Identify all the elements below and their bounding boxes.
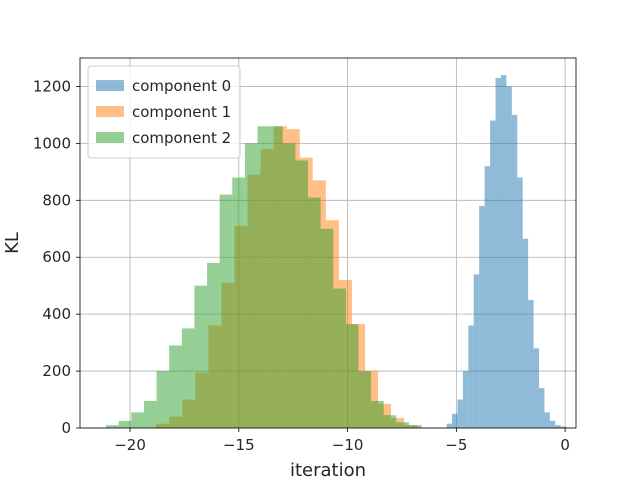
- histogram-bar: [295, 160, 308, 428]
- y-axis-label: KL: [2, 232, 23, 254]
- histogram-bar: [320, 228, 334, 428]
- histogram-bar: [539, 388, 545, 428]
- y-tick-label: 400: [42, 305, 71, 323]
- legend-swatch: [96, 132, 124, 143]
- y-tick-label: 1200: [33, 77, 71, 95]
- histogram-bar: [549, 420, 556, 428]
- y-tick-label: 200: [42, 362, 71, 380]
- x-tick-label: −5: [445, 436, 467, 454]
- histogram-bar: [446, 423, 452, 428]
- histogram-bar: [511, 114, 518, 428]
- legend-box: [87, 65, 241, 159]
- histogram-bar: [490, 120, 496, 428]
- legend: component 0 component 1 component 2: [87, 65, 241, 159]
- histogram-bar: [533, 348, 540, 428]
- x-tick-label: 0: [560, 436, 570, 454]
- histogram-bar: [156, 371, 170, 428]
- histogram-bar: [219, 194, 233, 428]
- histogram-bar: [307, 197, 321, 428]
- legend-swatch: [96, 106, 124, 117]
- y-tick-label: 0: [61, 419, 71, 437]
- histogram-bar: [396, 422, 409, 428]
- x-tick-label: −10: [332, 436, 364, 454]
- histogram-bar: [528, 299, 534, 428]
- histogram-bar: [457, 399, 463, 428]
- histogram-bar: [345, 324, 359, 428]
- y-tick-label: 800: [42, 191, 71, 209]
- histogram-bar: [479, 206, 485, 428]
- histogram-bar: [544, 412, 550, 428]
- x-tick-label: −15: [223, 436, 255, 454]
- histogram-bar: [181, 328, 195, 428]
- legend-swatch: [96, 80, 124, 91]
- x-axis-ticks: −20 −15 −10 −5 0: [114, 428, 570, 454]
- histogram-bar: [383, 415, 397, 428]
- series-2-bars: [106, 126, 422, 429]
- histogram-bar: [270, 126, 283, 429]
- legend-label: component 0: [132, 77, 231, 95]
- histogram-bar: [495, 77, 501, 428]
- histogram-bar: [118, 420, 132, 428]
- y-tick-label: 600: [42, 248, 71, 266]
- legend-label: component 1: [132, 103, 231, 121]
- histogram-bar: [244, 143, 258, 428]
- histogram-bar: [462, 371, 469, 428]
- x-axis-label: iteration: [290, 460, 366, 480]
- series-0-bars: [446, 75, 567, 429]
- histogram-bar: [500, 75, 507, 429]
- histogram-bar: [560, 426, 567, 428]
- legend-label: component 2: [132, 129, 231, 147]
- histogram-bar: [371, 400, 384, 428]
- histogram-bar: [106, 425, 119, 428]
- histogram-bar: [282, 143, 296, 428]
- histogram-bar: [517, 177, 523, 428]
- histogram-bar: [169, 345, 182, 428]
- histogram-bar: [194, 285, 208, 428]
- histogram-bar: [131, 412, 144, 428]
- histogram-bar: [143, 400, 157, 428]
- histogram-bar: [257, 126, 271, 429]
- histogram-bar: [333, 288, 346, 428]
- histogram-bar: [522, 238, 529, 428]
- y-tick-label: 1000: [33, 134, 71, 152]
- histogram-bar: [452, 413, 458, 428]
- x-tick-label: −20: [114, 436, 146, 454]
- histogram-bar: [473, 274, 480, 428]
- histogram-bar: [506, 86, 512, 428]
- histogram-bar: [232, 177, 245, 428]
- histogram-bar: [408, 425, 422, 428]
- histogram-bar: [207, 262, 220, 428]
- histogram-bar: [484, 166, 491, 428]
- y-axis-ticks: 0 200 400 600 800 1000 1200: [33, 77, 80, 437]
- histogram-bar: [555, 425, 561, 428]
- histogram-bar: [468, 325, 474, 428]
- histogram-bars: [106, 75, 567, 429]
- histogram-bar: [358, 371, 372, 428]
- plot-frame: [79, 57, 577, 429]
